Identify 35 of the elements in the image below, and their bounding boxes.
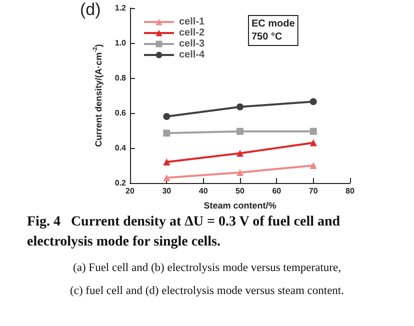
text: Fig. 4 Current density at ΔU = 0.3 V of fuel cell and electrolysis mode for single cells.: [27, 214, 344, 250]
x-tick-label: 80: [346, 186, 355, 196]
x-tick-label: 60: [272, 186, 282, 196]
legend-label: cell-3: [179, 38, 206, 50]
point: [310, 98, 317, 106]
legend-label: cell-4: [179, 50, 206, 60]
y-tick-label: 0.6: [114, 108, 127, 118]
annotation: EC mode 750 °C: [252, 18, 296, 42]
point: [310, 162, 317, 169]
point: [236, 169, 244, 176]
legend-label: cell-1: [179, 16, 206, 28]
y-tick-label: 1.2: [114, 4, 127, 12]
text: (d): [80, 0, 101, 19]
y-tick-label: 0.2: [114, 178, 127, 188]
point: [236, 128, 244, 135]
point: [310, 128, 317, 135]
legend-label: cell-2: [179, 28, 206, 38]
point: [163, 158, 170, 166]
point: [163, 130, 170, 137]
y-tick-label: 0.4: [114, 144, 127, 152]
x-tick-label: 70: [308, 186, 318, 196]
point: [163, 174, 170, 182]
point: [310, 139, 317, 146]
text: (a) Fuel cell and (b) electrolysis mode versus temperature,: [73, 262, 342, 274]
y-tick-label: 1.0: [114, 38, 127, 48]
y-tick-label: 0.8: [114, 74, 127, 82]
point: [236, 103, 244, 110]
x-tick-label: 50: [236, 186, 245, 196]
point: [163, 113, 170, 120]
x-tick-label: 30: [162, 186, 172, 196]
text: (c) fuel cell and (d) electrolysis mode versus steam content.: [70, 285, 344, 297]
point: [236, 150, 244, 157]
x-tick-label: 20: [126, 186, 135, 196]
x-axis-title: Steam content/%: [204, 200, 276, 210]
x-tick-label: 40: [198, 186, 208, 196]
